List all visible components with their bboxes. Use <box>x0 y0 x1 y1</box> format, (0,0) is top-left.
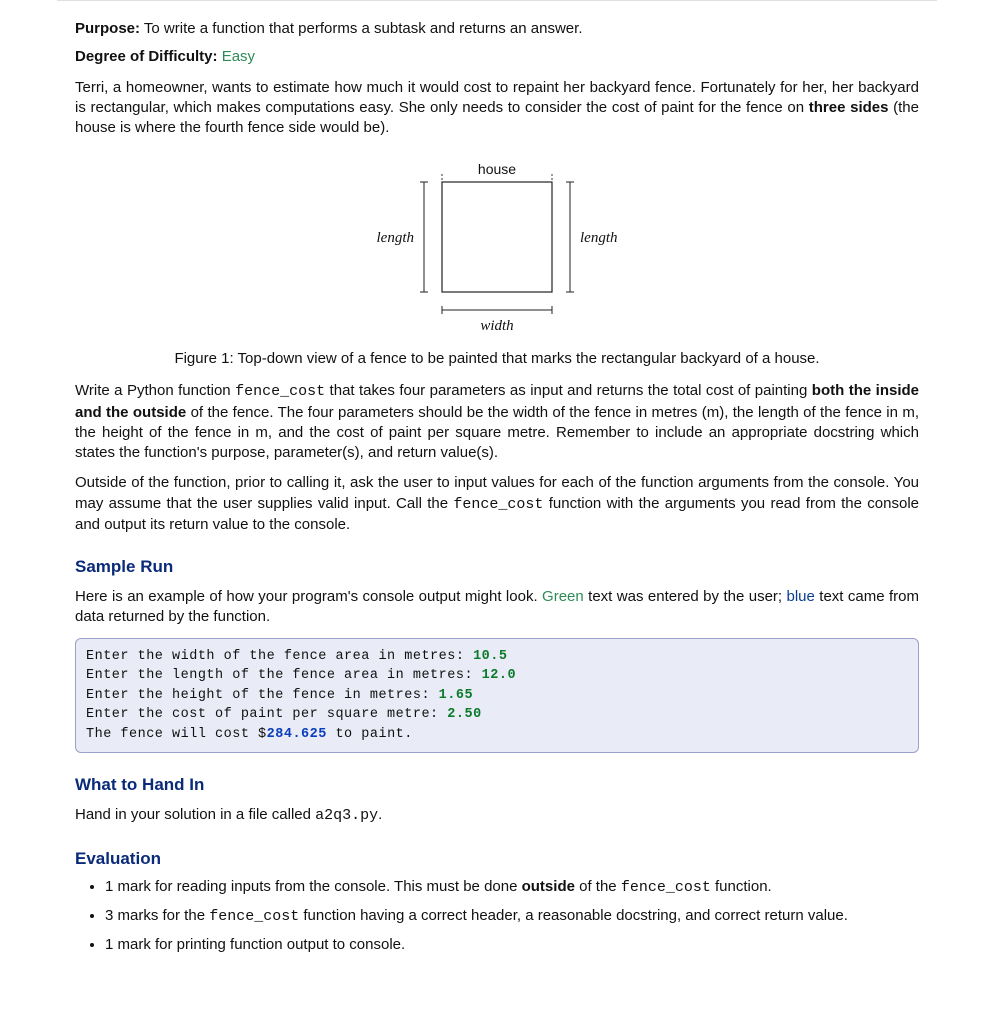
house-label: house <box>478 161 516 177</box>
eval2-code: fence_cost <box>209 908 299 925</box>
console-output-box: Enter the width of the fence area in met… <box>75 638 919 754</box>
sample-intro-blue: blue <box>787 588 815 605</box>
eval1-pre: 1 mark for reading inputs from the conso… <box>105 878 522 895</box>
eval2-pre: 3 marks for the <box>105 907 209 924</box>
body1-mid1: that takes four parameters as input and … <box>325 382 812 399</box>
page-container: Purpose: To write a function that perfor… <box>57 0 937 987</box>
c-l2-prompt: Enter the length of the fence area in me… <box>86 668 482 683</box>
body-paragraph-1: Write a Python function fence_cost that … <box>75 381 919 463</box>
purpose-text: To write a function that performs a subt… <box>144 20 583 37</box>
difficulty-level: Easy <box>222 48 255 65</box>
eval1-mid: of the <box>575 878 621 895</box>
c-l5-post: to paint. <box>327 727 413 742</box>
intro-pre: Terri, a homeowner, wants to estimate ho… <box>75 79 919 116</box>
diagram-svg: house length length width <box>322 152 672 342</box>
evaluation-heading: Evaluation <box>75 849 919 869</box>
c-l2-input: 12.0 <box>482 668 516 683</box>
body1-code1: fence_cost <box>235 383 325 400</box>
handin-code: a2q3.py <box>315 807 378 824</box>
fence-diagram: house length length width <box>75 152 919 342</box>
handin-heading: What to Hand In <box>75 775 919 795</box>
sample-intro: Here is an example of how your program's… <box>75 587 919 628</box>
c-l4-input: 2.50 <box>447 707 481 722</box>
eval-item-3: 1 mark for printing function output to c… <box>105 935 919 955</box>
sample-intro-green: Green <box>542 588 584 605</box>
eval3-pre: 1 mark for printing function output to c… <box>105 936 405 953</box>
c-l3-prompt: Enter the height of the fence in metres: <box>86 688 439 703</box>
intro-paragraph: Terri, a homeowner, wants to estimate ho… <box>75 78 919 139</box>
body1-pre: Write a Python function <box>75 382 235 399</box>
c-l3-input: 1.65 <box>439 688 473 703</box>
c-l1-prompt: Enter the width of the fence area in met… <box>86 649 473 664</box>
sample-intro-pre: Here is an example of how your program's… <box>75 588 542 605</box>
handin-line: Hand in your solution in a file called a… <box>75 805 919 826</box>
eval2-post: function having a correct header, a reas… <box>299 907 848 924</box>
c-l5-pre: The fence will cost $ <box>86 727 267 742</box>
eval1-bold: outside <box>522 878 575 895</box>
right-length-label: length <box>580 230 618 246</box>
fence-rect <box>442 182 552 292</box>
body2-code: fence_cost <box>453 496 543 513</box>
purpose-line: Purpose: To write a function that perfor… <box>75 19 919 39</box>
body1-post1: of the fence. The four parameters should… <box>75 404 919 462</box>
sample-run-heading: Sample Run <box>75 557 919 577</box>
eval1-post: function. <box>711 878 772 895</box>
eval-item-2: 3 marks for the fence_cost function havi… <box>105 906 919 927</box>
sample-intro-mid: text was entered by the user; <box>584 588 787 605</box>
intro-bold: three sides <box>809 99 889 116</box>
width-label: width <box>480 318 513 334</box>
purpose-label: Purpose: <box>75 20 140 37</box>
figure-caption: Figure 1: Top-down view of a fence to be… <box>75 350 919 367</box>
c-l5-val: 284.625 <box>267 727 327 742</box>
body-paragraph-2: Outside of the function, prior to callin… <box>75 473 919 535</box>
handin-pre: Hand in your solution in a file called <box>75 806 315 823</box>
evaluation-list: 1 mark for reading inputs from the conso… <box>75 877 919 956</box>
eval-item-1: 1 mark for reading inputs from the conso… <box>105 877 919 898</box>
c-l4-prompt: Enter the cost of paint per square metre… <box>86 707 447 722</box>
difficulty-line: Degree of Difficulty: Easy <box>75 47 919 67</box>
eval1-code: fence_cost <box>621 879 711 896</box>
difficulty-label: Degree of Difficulty: <box>75 48 218 65</box>
c-l1-input: 10.5 <box>473 649 507 664</box>
content-column: Purpose: To write a function that perfor… <box>57 19 937 955</box>
handin-post: . <box>378 806 382 823</box>
left-length-label: length <box>377 230 415 246</box>
